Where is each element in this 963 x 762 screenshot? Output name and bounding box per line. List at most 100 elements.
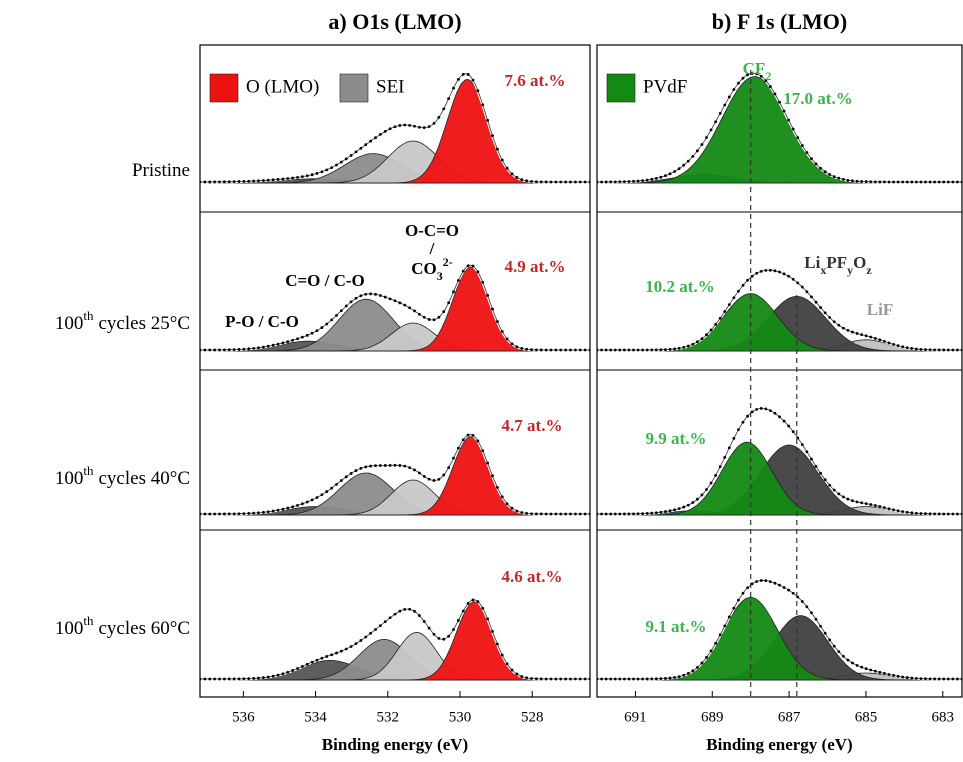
data-point (330, 486, 334, 490)
panel-frame (199, 44, 591, 698)
data-point (203, 180, 207, 184)
data-point (773, 411, 777, 415)
data-point (937, 677, 941, 681)
data-point (664, 510, 667, 513)
data-point (892, 508, 895, 512)
data-point (622, 512, 626, 516)
data-point (325, 490, 329, 493)
annotation-part: CO (411, 259, 437, 278)
data-point (645, 348, 649, 352)
data-point (928, 512, 932, 516)
data-point (354, 469, 358, 472)
data-point (315, 496, 319, 499)
data-point (791, 277, 795, 281)
data-point (654, 677, 658, 681)
data-point (227, 512, 231, 516)
data-point (257, 346, 260, 350)
data-point (677, 346, 681, 350)
data-point (951, 677, 955, 681)
data-point (723, 624, 727, 628)
data-point (417, 614, 421, 617)
data-point (335, 482, 338, 486)
data-point (627, 180, 631, 183)
data-point (609, 348, 613, 352)
data-point (622, 348, 626, 352)
data-point (520, 347, 524, 350)
annotation: C=O / C-O (285, 271, 365, 290)
data-point (452, 290, 455, 294)
data-point (505, 502, 509, 505)
data-point (437, 636, 441, 640)
annotation-part: 17.0 at.% (783, 89, 852, 108)
data-point (914, 347, 918, 351)
data-point (819, 624, 822, 628)
data-point (956, 677, 959, 681)
annotation-part: 2- (443, 255, 453, 269)
data-point (741, 591, 745, 595)
data-point (905, 510, 909, 514)
data-point (892, 180, 895, 184)
data-point (257, 511, 260, 515)
data-point (242, 512, 246, 516)
data-point (218, 348, 221, 352)
data-point (491, 474, 494, 478)
data-point (869, 335, 873, 339)
data-point (828, 638, 832, 642)
data-point (281, 672, 285, 676)
data-point (242, 677, 246, 681)
data-point (413, 309, 416, 313)
x-tick-label: 530 (449, 709, 472, 725)
data-point (604, 677, 608, 681)
x-tick-label: 536 (232, 709, 255, 725)
data-point (723, 455, 727, 459)
data-point (846, 497, 850, 501)
data-point (928, 180, 932, 184)
data-point (466, 433, 470, 437)
data-point (860, 665, 864, 669)
row-label-rest: cycles 60°C (99, 618, 191, 639)
data-point (383, 464, 387, 467)
data-point (755, 271, 759, 275)
data-point (636, 179, 640, 183)
data-point (247, 677, 251, 681)
data-point (768, 409, 772, 413)
data-point (709, 481, 713, 485)
data-point (887, 673, 891, 676)
data-point (700, 143, 704, 146)
data-point (673, 170, 676, 173)
legend-label: O (LMO) (246, 76, 319, 97)
data-point (281, 341, 285, 345)
data-point (549, 512, 553, 516)
data-point (732, 88, 736, 91)
data-point (673, 676, 676, 679)
data-point (668, 509, 672, 513)
data-point (442, 107, 446, 111)
data-point (746, 278, 749, 282)
data-point (525, 511, 529, 515)
data-point (208, 677, 212, 681)
data-point (564, 512, 568, 516)
data-point (600, 512, 603, 516)
annotation: 4.7 at.% (502, 416, 563, 435)
data-point (339, 649, 343, 653)
data-point (432, 121, 436, 125)
data-point (919, 180, 923, 184)
data-point (471, 78, 475, 82)
data-point (618, 512, 622, 516)
data-point (791, 127, 795, 131)
data-point (905, 180, 909, 184)
legend-label: PVdF (643, 76, 687, 97)
data-point (723, 310, 727, 313)
data-point (476, 439, 480, 443)
data-point (432, 632, 436, 636)
data-point (564, 348, 568, 352)
data-point (846, 178, 850, 182)
data-point (203, 677, 207, 681)
data-point (864, 667, 868, 671)
data-point (359, 466, 363, 470)
data-point (814, 300, 818, 304)
data-point (403, 607, 407, 611)
data-point (782, 109, 786, 113)
data-point (732, 436, 736, 440)
data-point (613, 677, 617, 681)
